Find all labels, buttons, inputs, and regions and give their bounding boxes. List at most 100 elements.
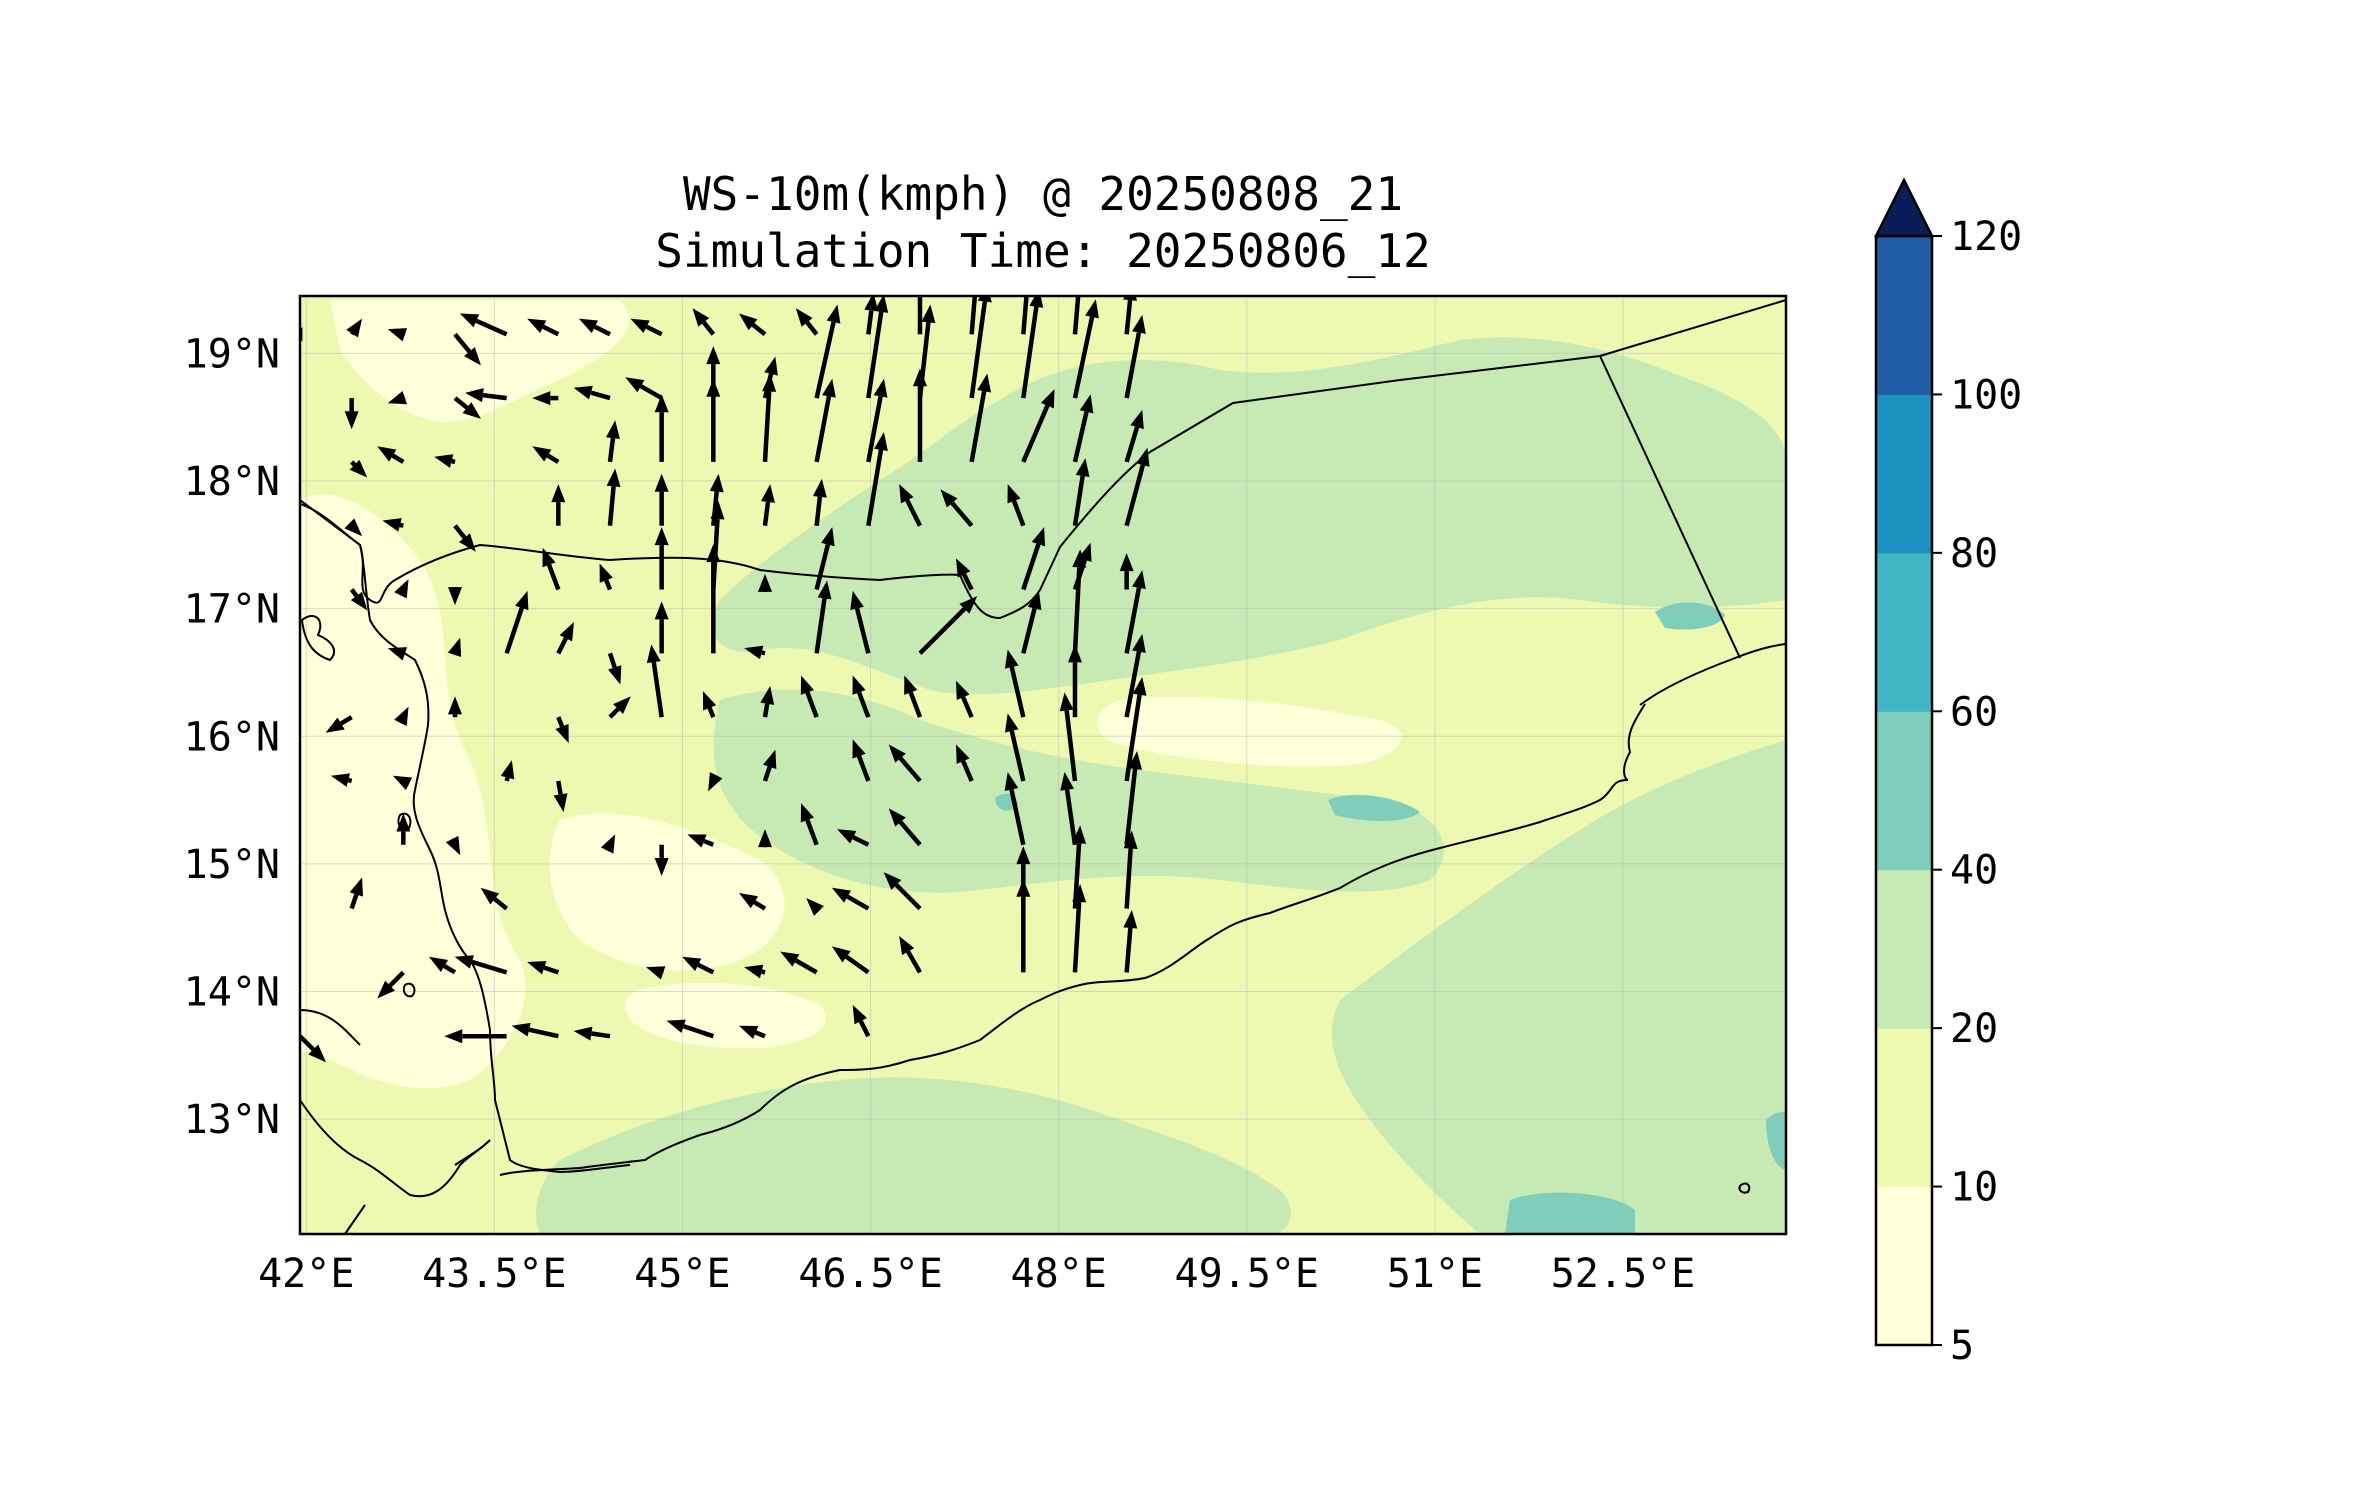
colorbar-segment: [1876, 236, 1932, 395]
wind-arrow: [1059, 692, 1078, 782]
wind-arrow: [738, 313, 767, 337]
wind-arrow: [349, 459, 368, 478]
wind-arrow: [917, 296, 923, 335]
wind-arrow: [806, 898, 824, 916]
wind-arrow: [1021, 389, 1055, 463]
wind-arrow: [709, 473, 724, 526]
wind-arrow: [744, 645, 766, 660]
wind-arrow: [666, 1019, 715, 1039]
wind-arrow: [387, 328, 408, 342]
wind-arrow: [625, 377, 663, 401]
colorbar-frame: [1874, 234, 1934, 1347]
wind-arrow: [795, 308, 819, 336]
wind-arrow: [444, 1029, 507, 1044]
wind-arrow: [1021, 527, 1046, 591]
latitude-axis: 19°N 18°N 17°N 16°N 15°N 14°N 13°N: [184, 331, 280, 1143]
lat-tick-label: 14°N: [184, 970, 280, 1016]
wind-arrow: [465, 388, 507, 403]
wind-arrow: [1007, 484, 1026, 527]
wind-arrow: [956, 744, 974, 782]
wind-arrow: [1004, 713, 1026, 782]
wind-arrow: [708, 772, 723, 792]
lon-tick-label: 49.5°E: [1175, 1251, 1320, 1297]
wind-arrow: [702, 691, 717, 718]
contour-calm-west: [300, 494, 526, 1089]
colorbar-tick-label: 20: [1950, 1006, 1998, 1052]
lon-tick-label: 48°E: [1011, 1251, 1107, 1297]
wind-arrow: [1004, 649, 1026, 718]
wind-arrow: [394, 579, 409, 599]
wind-speed-contours: [300, 296, 1786, 1234]
wind-arrow: [504, 590, 529, 655]
wind-arrow: [814, 304, 841, 399]
wind-arrow: [453, 396, 481, 419]
wind-arrow: [1124, 409, 1144, 463]
wind-arrow: [866, 378, 888, 463]
wind-arrow: [608, 696, 631, 719]
wind-arrow: [654, 394, 669, 462]
wind-arrow: [687, 834, 715, 848]
wind-arrow: [757, 829, 772, 848]
wind-arrow: [607, 652, 622, 685]
wind-arrow: [600, 834, 616, 854]
wind-arrow: [1119, 553, 1134, 590]
coastline-yemen: [499, 703, 1646, 1176]
lon-tick-label: 51°E: [1387, 1251, 1483, 1297]
wind-arrow: [428, 956, 457, 975]
wind-arrow: [349, 588, 368, 611]
wind-arrow: [831, 887, 870, 911]
wind-arrow: [912, 368, 927, 462]
wind-arrow: [434, 454, 456, 468]
wind-arrow: [630, 318, 663, 337]
wind-arrow: [654, 473, 669, 526]
colorbar-extend-arrow: [1873, 177, 1935, 238]
border-saudi-yemen: [300, 299, 1786, 620]
wind-arrow: [1124, 633, 1146, 718]
wind-arrow: [377, 970, 405, 999]
wind-arrow: [738, 892, 767, 911]
wind-arrow: [532, 446, 560, 464]
wind-arrow: [1067, 644, 1082, 718]
wind-arrow: [453, 332, 481, 366]
lon-tick-label: 45°E: [634, 1251, 730, 1297]
wind-vectors: [300, 296, 1150, 1063]
border-oman-yemen: [1599, 355, 1741, 659]
contour-calm-south: [624, 982, 827, 1049]
wind-arrow: [480, 887, 509, 911]
wind-arrow: [578, 318, 611, 337]
map-panel[interactable]: 42°E 43.5°E 45°E 46.5°E 48°E 49.5°E 51°E 52.5°E…: [184, 272, 1788, 1297]
wind-arrow: [447, 587, 462, 606]
contour-spot-south: [1505, 1192, 1635, 1234]
wind-arrow: [382, 518, 404, 532]
wind-arrow: [646, 644, 664, 718]
wind-arrow: [654, 844, 669, 876]
wind-arrow: [1072, 394, 1094, 463]
wind-arrow: [866, 296, 889, 399]
colorbar-tick-label: 40: [1950, 848, 1998, 894]
wind-arrow: [1021, 590, 1042, 654]
wind-arrow: [392, 775, 413, 791]
figure-title: WS-10m(kmph) @ 20250808_21: [683, 167, 1403, 221]
colorbar-tick-label: 10: [1950, 1165, 1998, 1211]
wind-arrow: [940, 489, 974, 528]
lat-tick-label: 19°N: [184, 331, 280, 377]
wind-arrow: [1123, 830, 1138, 909]
longitude-axis: 42°E 43.5°E 45°E 46.5°E 48°E 49.5°E 51°E 52.5°E: [258, 1251, 1695, 1297]
wind-arrow: [706, 378, 721, 462]
contour-spot-southeast: [1766, 1111, 1786, 1170]
contour-spot-central: [1328, 794, 1420, 821]
wind-arrow: [346, 318, 363, 338]
wind-arrow: [888, 808, 922, 847]
wind-arrow: [814, 580, 832, 654]
wind-arrow: [453, 524, 476, 552]
wind-arrow: [969, 296, 992, 399]
wind-arrow: [682, 956, 715, 975]
wind-arrow: [761, 484, 775, 526]
wind-arrow: [864, 296, 879, 335]
wind-arrow: [325, 715, 353, 733]
colorbar: 5 10 20 40 60 80 100 120: [1873, 177, 2022, 1369]
wind-arrow: [1016, 878, 1031, 973]
wind-arrow: [969, 373, 992, 463]
lon-tick-label: 52.5°E: [1551, 1251, 1696, 1297]
